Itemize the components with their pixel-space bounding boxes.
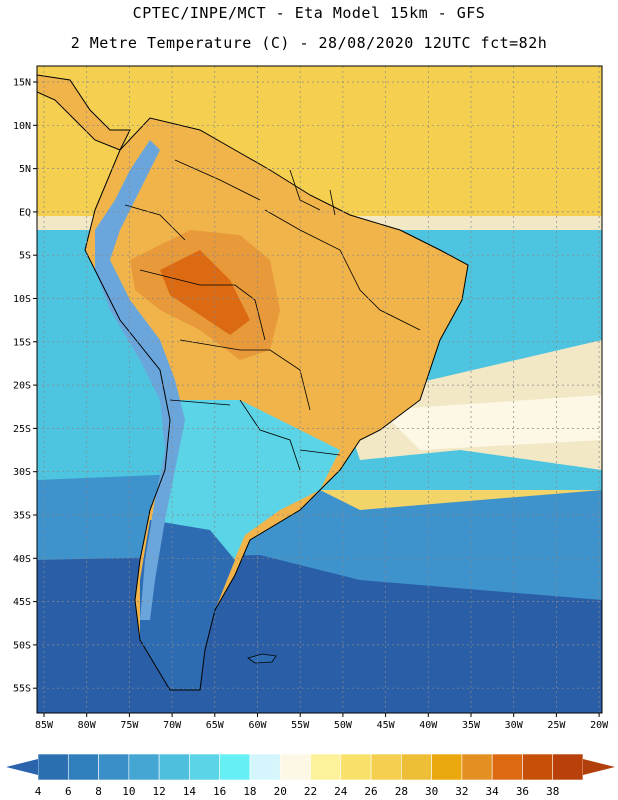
lon-label: 85W bbox=[35, 720, 54, 731]
latitude-ticks: 15N 10N 5N EQ 5S 10S 15S 20S 25S 30S 35S 40S 45S 50S 5… bbox=[13, 78, 37, 695]
colorbar-label: 36 bbox=[516, 785, 529, 798]
land-patagonia bbox=[140, 520, 235, 690]
colorbar-swatch bbox=[310, 753, 342, 781]
colorbar-swatch bbox=[219, 753, 251, 781]
colorbar-swatch bbox=[98, 753, 130, 781]
andes-range bbox=[95, 140, 185, 620]
colorbar-swatch bbox=[552, 753, 584, 781]
colorbar-swatch bbox=[37, 753, 69, 781]
lon-label: 25W bbox=[547, 720, 566, 731]
colorbar-swatch bbox=[67, 753, 99, 781]
colorbar-label: 10 bbox=[122, 785, 135, 798]
lon-label: 65W bbox=[206, 720, 225, 731]
colorbar-swatch bbox=[461, 753, 493, 781]
colorbar-low-arrow bbox=[6, 759, 38, 775]
map-title: CPTEC/INPE/MCT - Eta Model 15km - GFS bbox=[132, 4, 486, 22]
colorbar: 4 6 8 10 12 14 16 18 20 22 24 26 28 30 32 34 36 38 bbox=[6, 753, 615, 798]
colorbar-swatch bbox=[128, 753, 160, 781]
colorbar-label: 38 bbox=[546, 785, 559, 798]
country-borders bbox=[124, 159, 421, 471]
lat-label: 15N bbox=[13, 78, 31, 89]
lat-label: 10S bbox=[13, 294, 31, 305]
lon-label: 60W bbox=[248, 720, 267, 731]
lon-label: 35W bbox=[462, 720, 481, 731]
lon-label: 30W bbox=[505, 720, 524, 731]
lat-label: 50S bbox=[13, 640, 31, 651]
coastline bbox=[84, 117, 469, 691]
lon-label: 40W bbox=[419, 720, 438, 731]
lat-label: 15S bbox=[13, 337, 31, 348]
colorbar-label: 32 bbox=[455, 785, 468, 798]
falkland-islands bbox=[247, 653, 277, 664]
map-subtitle: 2 Metre Temperature (C) - 28/08/2020 12U… bbox=[70, 34, 548, 52]
colorbar-high-arrow bbox=[583, 759, 615, 775]
colorbar-label: 30 bbox=[425, 785, 438, 798]
colorbar-label: 28 bbox=[395, 785, 408, 798]
lat-label: 30S bbox=[13, 467, 31, 478]
lat-label: 35S bbox=[13, 511, 31, 522]
lat-label: 5S bbox=[19, 251, 31, 262]
lat-label: 20S bbox=[13, 381, 31, 392]
longitude-ticks: 85W 80W 75W 70W 65W 60W 55W 50W 45W 40W 35W 30W 25W 2… bbox=[35, 713, 609, 731]
lon-label: 80W bbox=[78, 720, 97, 731]
colorbar-swatch bbox=[249, 753, 281, 781]
land-hottest bbox=[160, 250, 250, 335]
colorbar-label: 16 bbox=[213, 785, 226, 798]
colorbar-label: 22 bbox=[304, 785, 317, 798]
lat-label: 40S bbox=[13, 554, 31, 565]
colorbar-label: 34 bbox=[486, 785, 500, 798]
colorbar-label: 14 bbox=[183, 785, 197, 798]
colorbar-swatch bbox=[279, 753, 311, 781]
lon-label: 20W bbox=[590, 720, 609, 731]
lon-label: 70W bbox=[163, 720, 182, 731]
colorbar-swatch bbox=[401, 753, 432, 781]
colorbar-swatch bbox=[340, 753, 372, 781]
map-frame bbox=[36, 65, 603, 714]
central-america bbox=[37, 75, 130, 150]
lon-label: 45W bbox=[377, 720, 396, 731]
colorbar-swatch bbox=[189, 753, 220, 781]
lat-label: 55S bbox=[13, 684, 31, 695]
graticule bbox=[37, 66, 602, 713]
lat-label: 25S bbox=[13, 424, 31, 435]
colorbar-swatch bbox=[370, 753, 402, 781]
lon-label: 50W bbox=[334, 720, 353, 731]
colorbar-label: 18 bbox=[243, 785, 256, 798]
central-america-outline bbox=[37, 74, 131, 151]
lon-label: 55W bbox=[291, 720, 310, 731]
lon-label: 75W bbox=[120, 720, 139, 731]
colorbar-label: 8 bbox=[95, 785, 102, 798]
lat-label: 10N bbox=[13, 121, 31, 132]
colorbar-label: 12 bbox=[152, 785, 165, 798]
colorbar-label: 24 bbox=[334, 785, 348, 798]
colorbar-swatch bbox=[522, 753, 554, 781]
lat-label: 5N bbox=[19, 164, 31, 175]
colorbar-label: 4 bbox=[35, 785, 42, 798]
colorbar-swatch bbox=[491, 753, 523, 781]
ocean-atlantic-pale bbox=[380, 395, 602, 450]
colorbar-swatch bbox=[158, 753, 190, 781]
colorbar-label: 20 bbox=[274, 785, 287, 798]
temperature-map: 15N 10N 5N EQ 5S 10S 15S 20S 25S 30S 35S 40S 45S 50S 5… bbox=[13, 65, 609, 731]
lat-label: 45S bbox=[13, 597, 31, 608]
lat-label: EQ bbox=[19, 207, 31, 218]
colorbar-swatch bbox=[431, 753, 463, 781]
colorbar-label: 26 bbox=[364, 785, 377, 798]
colorbar-label: 6 bbox=[65, 785, 72, 798]
